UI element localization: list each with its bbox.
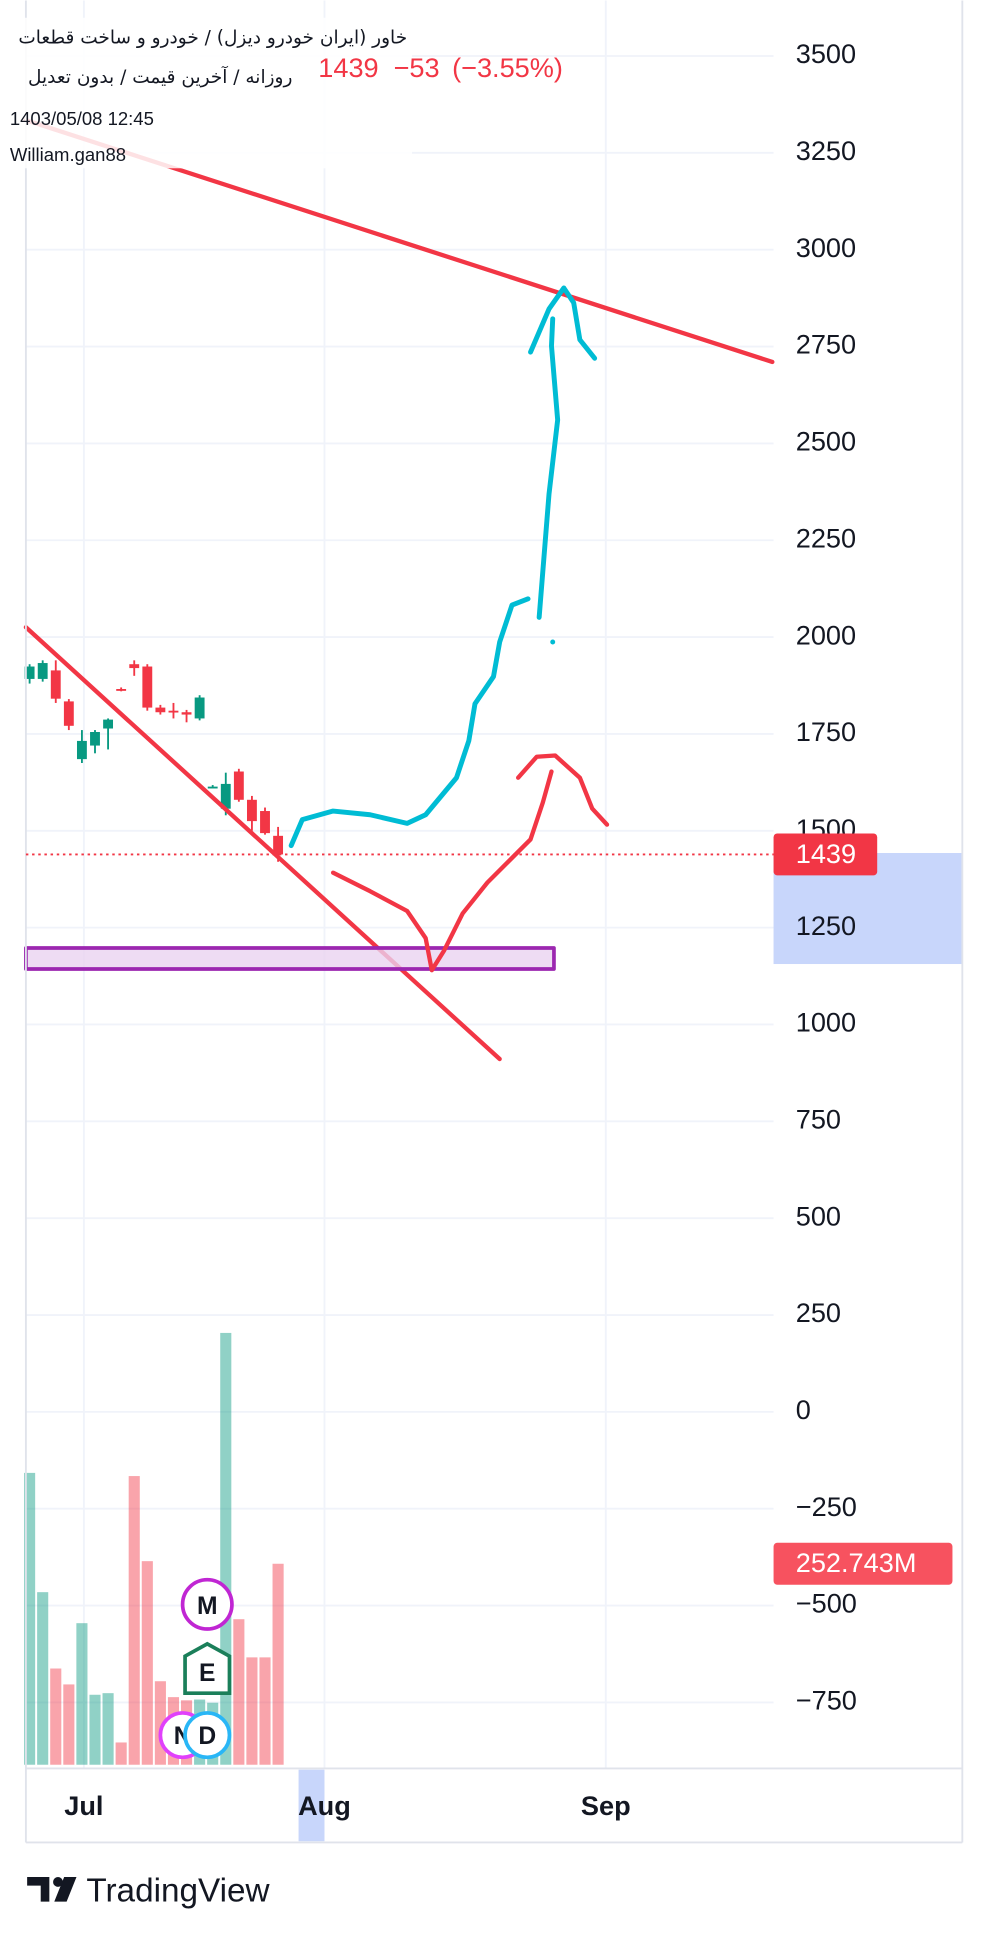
candle-body (233, 771, 244, 800)
candle-body (181, 712, 192, 715)
volume-bar (246, 1657, 258, 1765)
candle-body (116, 689, 127, 691)
y-tick-label: 1750 (796, 716, 856, 747)
change-percent: (−3.55%) (452, 52, 563, 83)
volume-bar (24, 1472, 36, 1765)
y-tick-label: 3000 (796, 232, 856, 263)
grid (25, 0, 774, 1769)
candle-body (142, 666, 153, 708)
volume-bar (102, 1693, 114, 1765)
candle-body (273, 835, 284, 855)
brand-logo (53, 1877, 63, 1887)
timestamp: 1403/05/08 12:45 (10, 108, 154, 129)
axis-range-highlight (298, 1769, 325, 1842)
volume-label: 252.743M (796, 1547, 917, 1578)
candle-body (90, 732, 100, 746)
y-tick-label: 2000 (796, 619, 856, 650)
volume-bar (89, 1694, 101, 1765)
subtitle: روزانه / آخرین قیمت / بدون تعدیل (28, 65, 292, 88)
volume-bar (115, 1742, 127, 1765)
candle-body (260, 811, 270, 834)
y-tick-label: −750 (796, 1685, 857, 1716)
freehand (516, 753, 610, 827)
candle-body (246, 799, 257, 822)
event-label: M (197, 1593, 218, 1620)
event-marker[interactable] (183, 1711, 232, 1760)
plot (24, 660, 284, 1765)
freehand (536, 316, 561, 620)
volume-bar (76, 1623, 88, 1765)
y-tick-label: 2500 (796, 426, 856, 457)
author: William.gan88 (10, 144, 126, 165)
volume-bar (154, 1681, 166, 1765)
volume-bar (50, 1668, 62, 1765)
freehand (528, 285, 598, 361)
quote: 1439 −53 (−3.55%) (318, 52, 563, 83)
y-tick-label: 3250 (796, 135, 856, 166)
volume-bar (128, 1476, 140, 1765)
brand: TradingView (86, 1873, 270, 1910)
candle-body (220, 783, 231, 809)
event-marker[interactable] (180, 1577, 234, 1631)
candle-body (76, 740, 87, 760)
freehand (330, 769, 554, 973)
candle-body (37, 663, 48, 679)
volume-bar (37, 1592, 49, 1765)
volume-bar (272, 1563, 284, 1765)
candle-body (168, 710, 179, 713)
candle-body (129, 664, 140, 669)
frame (24, 0, 964, 1844)
drawings (23, 117, 775, 1062)
candle-body (63, 701, 74, 726)
x-tick-label: Jul (64, 1790, 103, 1821)
y-tick-label: 1250 (796, 910, 856, 941)
volume-bar (259, 1657, 271, 1765)
event-label: E (199, 1660, 215, 1687)
x-tick-label: Sep (581, 1790, 631, 1821)
y-tick-label: 3500 (796, 38, 856, 69)
candle-body (24, 666, 35, 679)
y-tick-label: 250 (796, 1297, 841, 1328)
event-label: D (198, 1723, 216, 1750)
trend-line (23, 625, 502, 1062)
y-tick-label: −250 (796, 1491, 857, 1522)
candle-body (194, 697, 205, 719)
brand-logo (27, 1877, 77, 1902)
y-tick-label: 2250 (796, 522, 856, 553)
volume-bar (233, 1619, 245, 1765)
event-marker[interactable] (183, 1641, 232, 1696)
x-tick-label: Aug (298, 1790, 351, 1821)
candle-body (207, 786, 218, 789)
y-tick-label: 2750 (796, 329, 856, 360)
candle-body (155, 707, 166, 713)
y-tick-label: 0 (796, 1394, 811, 1425)
freehand-dot (550, 639, 556, 645)
last-price: 1439 (318, 52, 378, 83)
change: −53 (394, 52, 440, 83)
volume-bar (220, 1332, 232, 1765)
price-label-bg (773, 833, 878, 876)
y-tick-label: 750 (796, 1104, 841, 1135)
rectangle-zone (24, 946, 556, 971)
candle-body (50, 670, 61, 699)
volume-label-bg (773, 1542, 953, 1585)
y-tick-label: 500 (796, 1200, 841, 1231)
volume-bar (63, 1684, 75, 1765)
y-tick-label: 1000 (796, 1007, 856, 1038)
legend-bg (4, 17, 413, 169)
price-label: 1439 (796, 838, 856, 869)
candle-body (103, 719, 114, 729)
title: خاور (ایران خودرو دیزل) / خودرو و ساخت ق… (18, 28, 407, 49)
freehand (288, 596, 531, 849)
events: N D E M (158, 1577, 234, 1760)
volume-bar (141, 1561, 153, 1765)
y-tick-label: −500 (796, 1588, 857, 1619)
